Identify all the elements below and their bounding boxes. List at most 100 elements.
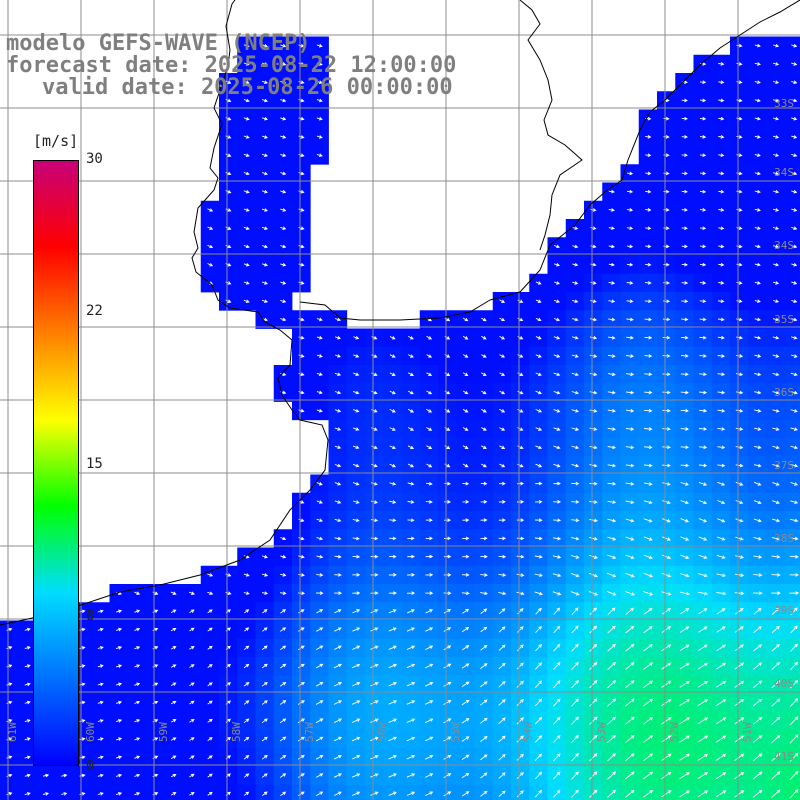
wind-arrow xyxy=(663,135,670,139)
wind-arrow xyxy=(697,644,708,651)
wind-arrow xyxy=(662,500,671,505)
lon-label-51w: 51W xyxy=(741,722,754,742)
wind-arrow xyxy=(571,643,579,652)
wind-cell xyxy=(474,784,494,800)
wind-arrow xyxy=(789,554,799,559)
wind-arrow xyxy=(280,171,287,176)
wind-arrow xyxy=(480,790,488,797)
lat-label-41s: 41S xyxy=(774,750,794,763)
wind-arrow xyxy=(462,536,470,541)
wind-arrow xyxy=(718,208,725,212)
wind-arrow xyxy=(79,700,86,705)
wind-arrow xyxy=(589,661,598,671)
wind-arrow xyxy=(790,409,798,413)
wind-arrow xyxy=(791,189,798,194)
wind-arrow xyxy=(734,644,744,652)
wind-arrow xyxy=(589,463,598,468)
wind-arrow xyxy=(534,771,543,780)
wind-arrow xyxy=(716,680,727,688)
wind-arrow xyxy=(516,536,525,541)
wind-cell xyxy=(456,784,475,800)
wind-arrow xyxy=(717,408,726,413)
wind-arrow xyxy=(316,80,323,84)
wind-arrow xyxy=(736,299,743,303)
wind-arrow xyxy=(115,682,123,687)
wind-arrow xyxy=(443,754,452,760)
wind-arrow xyxy=(499,336,506,340)
wind-arrow xyxy=(370,591,379,595)
wind-arrow xyxy=(697,717,709,725)
wind-arrow xyxy=(298,573,305,577)
wind-cell xyxy=(784,419,800,439)
wind-arrow xyxy=(243,262,250,267)
wind-arrow xyxy=(517,463,524,468)
wind-arrow xyxy=(681,244,688,249)
wind-arrow xyxy=(699,171,707,176)
wind-arrow xyxy=(388,718,398,723)
wind-arrow xyxy=(189,682,195,687)
wind-arrow xyxy=(681,171,688,176)
wind-arrow xyxy=(334,645,342,650)
wind-arrow xyxy=(6,737,13,741)
wind-arrow xyxy=(498,536,507,541)
wind-arrow xyxy=(298,208,305,212)
wind-arrow xyxy=(626,244,634,249)
wind-arrow xyxy=(607,518,617,523)
wind-arrow xyxy=(516,717,524,725)
wind-arrow xyxy=(663,208,670,212)
wind-arrow xyxy=(663,189,670,194)
wind-arrow xyxy=(607,753,617,762)
wind-arrow xyxy=(407,609,415,614)
wind-arrow xyxy=(389,518,397,523)
wind-arrow xyxy=(643,536,653,541)
wind-arrow xyxy=(316,591,324,595)
wind-arrow xyxy=(389,408,396,413)
wind-arrow xyxy=(717,463,726,468)
wind-arrow xyxy=(699,226,707,231)
wind-arrow xyxy=(316,500,323,504)
wind-arrow xyxy=(243,244,250,249)
wind-arrow xyxy=(370,663,379,669)
wind-arrow xyxy=(334,573,342,577)
wind-arrow xyxy=(643,482,653,486)
wind-cell xyxy=(784,730,800,749)
wind-arrow xyxy=(334,317,341,322)
wind-arrow xyxy=(280,98,287,103)
wind-arrow xyxy=(772,153,780,157)
wind-arrow xyxy=(352,427,360,431)
wind-arrow xyxy=(791,299,798,303)
wind-arrow xyxy=(243,189,250,194)
wind-arrow xyxy=(207,682,213,687)
wind-arrow xyxy=(791,80,798,84)
wind-arrow xyxy=(680,500,689,505)
wind-arrow xyxy=(772,481,780,486)
wind-arrow xyxy=(791,116,798,121)
wind-arrow xyxy=(699,390,708,395)
wind-arrow xyxy=(517,445,524,450)
wind-cell xyxy=(784,127,800,147)
wind-arrow xyxy=(316,518,323,523)
wind-arrow xyxy=(772,226,780,230)
wind-arrow xyxy=(517,408,524,413)
wind-arrow xyxy=(699,116,707,121)
wind-arrow xyxy=(772,244,780,249)
wind-arrow xyxy=(680,445,690,450)
wind-arrow xyxy=(389,554,397,559)
wind-cell xyxy=(438,784,457,800)
wind-arrow xyxy=(498,790,506,797)
wind-arrow xyxy=(298,189,305,194)
wind-arrow xyxy=(625,716,635,725)
wind-arrow xyxy=(371,482,378,486)
wind-cell xyxy=(784,255,800,275)
wind-arrow xyxy=(736,62,743,66)
wind-arrow xyxy=(243,645,250,650)
wind-arrow xyxy=(261,135,268,139)
lat-label-38s: 38S xyxy=(774,532,794,545)
wind-arrow xyxy=(571,463,580,468)
lon-label-56w: 56W xyxy=(376,722,389,742)
wind-arrow xyxy=(625,662,635,670)
wind-arrow xyxy=(316,372,323,376)
wind-arrow xyxy=(571,354,579,358)
wind-arrow xyxy=(681,281,689,285)
